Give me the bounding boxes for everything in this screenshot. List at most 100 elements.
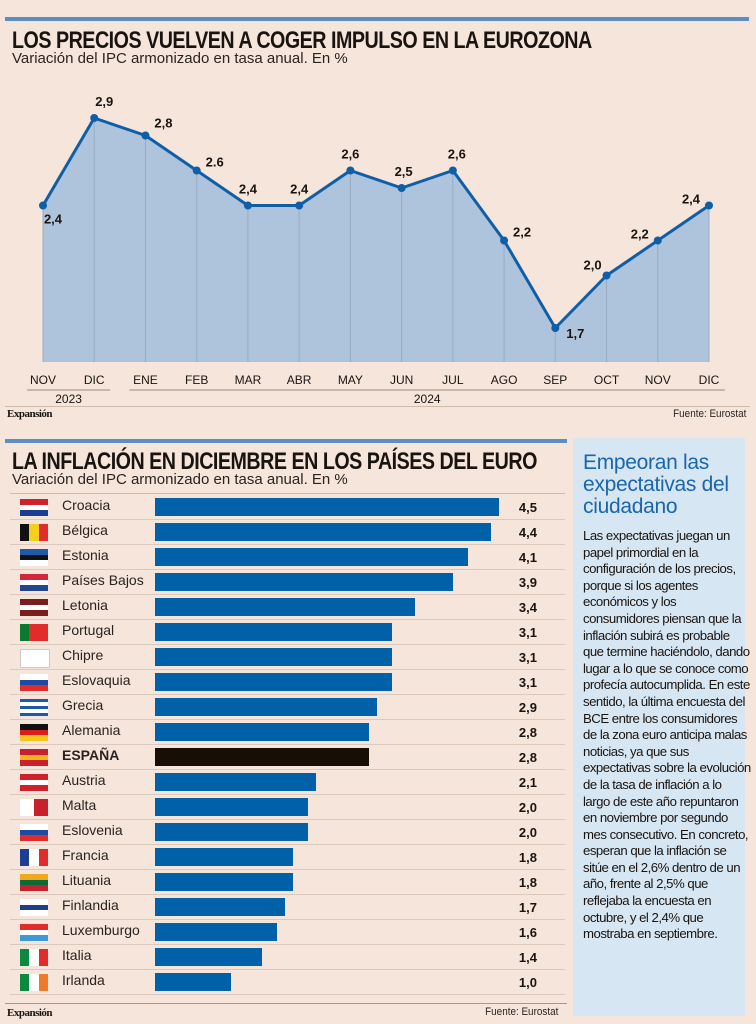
x-tick-label: MAR <box>235 373 262 387</box>
flag-icon <box>20 724 48 741</box>
value-label: 2,9 <box>518 700 537 715</box>
x-tick-label: DIC <box>84 373 105 387</box>
data-point <box>500 236 509 245</box>
bar-chart-top-rule <box>5 439 567 443</box>
country-label: Eslovenia <box>62 822 123 838</box>
bar <box>155 723 370 741</box>
data-point <box>397 184 406 192</box>
flag-icon <box>20 674 48 691</box>
flag-icon <box>20 974 48 991</box>
x-tick-label: JUL <box>442 373 464 387</box>
year-label: 2024 <box>414 392 441 406</box>
year-label: 2023 <box>55 392 82 406</box>
data-label: 2,2 <box>513 225 531 240</box>
data-label: 2,5 <box>395 164 413 179</box>
value-label: 3,1 <box>518 625 537 640</box>
country-label: Irlanda <box>62 972 105 988</box>
bar-row: Alemania 2,8 <box>10 719 565 745</box>
bar-chart-bottom-rule <box>5 1003 567 1004</box>
value-label: 4,4 <box>518 525 537 540</box>
data-label: 2,6 <box>448 147 466 162</box>
flag-icon <box>20 574 48 591</box>
bar-row: Eslovaquia 3,1 <box>10 669 565 695</box>
bar <box>155 548 469 566</box>
country-label: ESPAÑA <box>62 747 120 763</box>
country-label: Bélgica <box>62 522 108 538</box>
bar <box>155 823 308 841</box>
x-tick-label: JUN <box>390 373 413 387</box>
country-label: Letonia <box>62 597 108 613</box>
flag-icon <box>20 799 48 816</box>
bar <box>155 873 293 891</box>
bar-row: Bélgica 4,4 <box>10 519 565 545</box>
country-label: Francia <box>62 847 109 863</box>
bar <box>155 948 263 966</box>
data-label: 2,4 <box>44 212 63 227</box>
bar-row: ESPAÑA 2,8 <box>10 744 565 770</box>
data-point <box>653 236 662 245</box>
country-label: Chipre <box>62 647 104 663</box>
x-tick-label: ABR <box>287 373 312 387</box>
x-tick-label: FEB <box>185 373 208 387</box>
bar <box>155 598 415 616</box>
data-point <box>602 271 611 280</box>
data-point <box>448 166 457 175</box>
x-tick-label: ENE <box>133 373 158 387</box>
country-label: Italia <box>62 947 92 963</box>
value-label: 2,0 <box>518 800 537 815</box>
data-label: 2,4 <box>290 182 309 197</box>
bar-row: Grecia 2,9 <box>10 694 565 720</box>
country-label: Grecia <box>62 697 104 713</box>
bar-row: Portugal 3,1 <box>10 619 565 645</box>
flag-icon <box>20 774 48 791</box>
bar-row: Lituania 1,8 <box>10 869 565 895</box>
flag-icon <box>20 524 48 541</box>
flag-icon <box>20 899 48 916</box>
flag-icon <box>20 824 48 841</box>
bar-row: Eslovenia 2,0 <box>10 819 565 845</box>
line-chart-title: LOS PRECIOS VUELVEN A COGER IMPULSO EN L… <box>12 27 592 54</box>
bar <box>155 623 392 641</box>
value-label: 1,6 <box>518 925 537 940</box>
x-tick-label: OCT <box>594 373 620 387</box>
value-label: 4,1 <box>518 550 537 565</box>
x-tick-label: MAY <box>338 373 363 387</box>
bar-row: Austria 2,1 <box>10 769 565 795</box>
value-label: 1,4 <box>518 950 537 965</box>
country-label: Malta <box>62 797 97 813</box>
bar-chart-title: LA INFLACIÓN EN DICIEMBRE EN LOS PAÍSES … <box>12 448 537 475</box>
flag-icon <box>20 624 48 641</box>
bar-row: Chipre 3,1 <box>10 644 565 670</box>
flag-icon <box>20 599 48 616</box>
area-fill <box>43 118 709 362</box>
bar <box>155 773 316 791</box>
flag-icon <box>20 649 50 668</box>
data-point <box>243 201 252 210</box>
value-label: 3,4 <box>518 600 537 615</box>
country-label: Luxemburgo <box>62 922 140 938</box>
country-label: Portugal <box>62 622 115 638</box>
line-chart-source: Fuente: Eurostat <box>672 408 746 420</box>
bar <box>155 898 285 916</box>
flag-icon <box>20 849 48 866</box>
bar-chart-subtitle: Variación del IPC armonizado en tasa anu… <box>12 471 348 488</box>
sidebar-body: Las expectativas juegan un papel primord… <box>583 528 751 942</box>
bar <box>155 648 392 666</box>
line-chart-subtitle: Variación del IPC armonizado en tasa anu… <box>12 50 348 67</box>
bar-row: Italia 1,4 <box>10 944 565 970</box>
bar <box>155 698 377 716</box>
bar-row: Malta 2,0 <box>10 794 565 820</box>
bar <box>155 523 492 541</box>
sidebar-title: Empeoran las expectativas del ciudadano <box>583 451 729 518</box>
flag-icon <box>20 949 48 966</box>
top-rule <box>5 17 749 21</box>
flag-icon <box>20 499 48 516</box>
value-label: 2,1 <box>518 775 537 790</box>
data-label: 2,0 <box>583 258 601 273</box>
bar-row: Luxemburgo 1,6 <box>10 919 565 945</box>
data-label: 2.6 <box>206 155 224 170</box>
country-label: Estonia <box>62 547 109 563</box>
series-line <box>41 116 710 330</box>
bar-row: Estonia 4,1 <box>10 544 565 570</box>
bar-row: Francia 1,8 <box>10 844 565 870</box>
